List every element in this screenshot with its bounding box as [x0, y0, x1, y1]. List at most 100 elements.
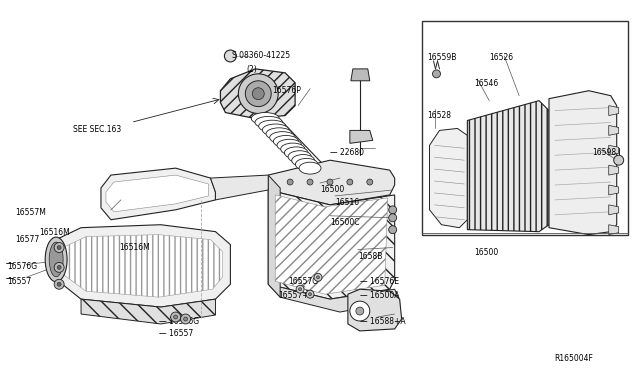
Ellipse shape [284, 147, 308, 159]
Text: 16516M: 16516M [39, 228, 70, 237]
Polygon shape [609, 125, 619, 135]
Circle shape [287, 179, 293, 185]
Circle shape [296, 285, 304, 293]
FancyBboxPatch shape [422, 21, 628, 235]
Polygon shape [467, 101, 549, 232]
Text: 16500: 16500 [320, 185, 344, 194]
Polygon shape [211, 175, 268, 200]
Ellipse shape [266, 128, 292, 140]
Text: 16546: 16546 [474, 79, 499, 88]
Ellipse shape [273, 135, 298, 147]
Circle shape [57, 265, 61, 269]
Circle shape [54, 279, 64, 289]
Polygon shape [220, 69, 295, 119]
Circle shape [57, 246, 61, 250]
Circle shape [225, 50, 236, 62]
Circle shape [184, 317, 188, 321]
Ellipse shape [296, 158, 318, 170]
Polygon shape [106, 175, 209, 212]
Circle shape [356, 307, 364, 315]
Polygon shape [56, 225, 230, 307]
Ellipse shape [277, 139, 301, 151]
Polygon shape [609, 106, 619, 116]
Text: 16557G: 16557G [288, 277, 318, 286]
Ellipse shape [292, 154, 315, 166]
Circle shape [388, 206, 397, 214]
Polygon shape [609, 205, 619, 215]
Polygon shape [63, 235, 223, 297]
Polygon shape [609, 165, 619, 175]
Polygon shape [101, 168, 216, 220]
Text: — 16557: — 16557 [159, 329, 193, 338]
Polygon shape [268, 175, 280, 297]
Circle shape [252, 88, 264, 100]
Circle shape [614, 155, 623, 165]
Circle shape [350, 301, 370, 321]
Text: 16528: 16528 [428, 110, 452, 119]
Text: (2): (2) [246, 65, 257, 74]
Polygon shape [351, 69, 370, 81]
Ellipse shape [259, 120, 285, 132]
Circle shape [327, 179, 333, 185]
Ellipse shape [252, 113, 279, 125]
Circle shape [57, 282, 61, 286]
Circle shape [388, 214, 397, 222]
Circle shape [306, 290, 314, 298]
Polygon shape [609, 185, 619, 195]
Circle shape [173, 315, 178, 319]
Text: 16557: 16557 [8, 277, 31, 286]
Circle shape [347, 179, 353, 185]
Text: 16526: 16526 [489, 53, 513, 62]
Polygon shape [609, 145, 619, 155]
Polygon shape [348, 289, 402, 331]
Polygon shape [275, 195, 388, 294]
Polygon shape [268, 190, 395, 299]
Ellipse shape [281, 143, 305, 155]
Circle shape [171, 312, 180, 322]
Circle shape [245, 81, 271, 107]
Polygon shape [268, 284, 399, 312]
Text: R165004F: R165004F [554, 354, 593, 363]
Text: — 16576E: — 16576E [360, 277, 399, 286]
Polygon shape [268, 160, 395, 205]
Polygon shape [549, 91, 617, 235]
Circle shape [433, 70, 440, 78]
Text: SEE SEC.163: SEE SEC.163 [73, 125, 122, 134]
Text: 16516: 16516 [335, 198, 359, 207]
Circle shape [307, 179, 313, 185]
Ellipse shape [262, 124, 289, 136]
Ellipse shape [255, 116, 282, 128]
Ellipse shape [45, 237, 67, 282]
Circle shape [308, 293, 312, 296]
Text: 16500: 16500 [474, 247, 499, 257]
Circle shape [238, 74, 278, 113]
Text: 16576P: 16576P [272, 86, 301, 95]
Ellipse shape [269, 132, 295, 144]
Text: 16576G: 16576G [8, 262, 38, 272]
Circle shape [54, 243, 64, 253]
Polygon shape [609, 225, 619, 235]
Text: 16577: 16577 [15, 235, 40, 244]
Ellipse shape [288, 151, 311, 163]
Polygon shape [429, 128, 467, 228]
Circle shape [299, 288, 301, 291]
Circle shape [54, 262, 64, 272]
Ellipse shape [299, 162, 321, 174]
Circle shape [314, 273, 322, 281]
Text: — 22680: — 22680 [330, 148, 364, 157]
Ellipse shape [49, 242, 63, 277]
Circle shape [317, 276, 319, 279]
Text: 16557M: 16557M [15, 208, 46, 217]
Text: 16559B: 16559B [428, 53, 457, 62]
Circle shape [367, 179, 372, 185]
Text: 16598: 16598 [592, 148, 616, 157]
Text: 1658B: 1658B [358, 251, 382, 260]
Polygon shape [81, 299, 216, 324]
Text: 16500C: 16500C [330, 218, 360, 227]
Circle shape [180, 314, 191, 324]
Text: S 08360-41225: S 08360-41225 [232, 51, 291, 60]
Text: — 16588+A: — 16588+A [360, 317, 406, 326]
Text: — 16576G: — 16576G [159, 317, 199, 326]
Polygon shape [350, 131, 372, 143]
Circle shape [388, 226, 397, 234]
